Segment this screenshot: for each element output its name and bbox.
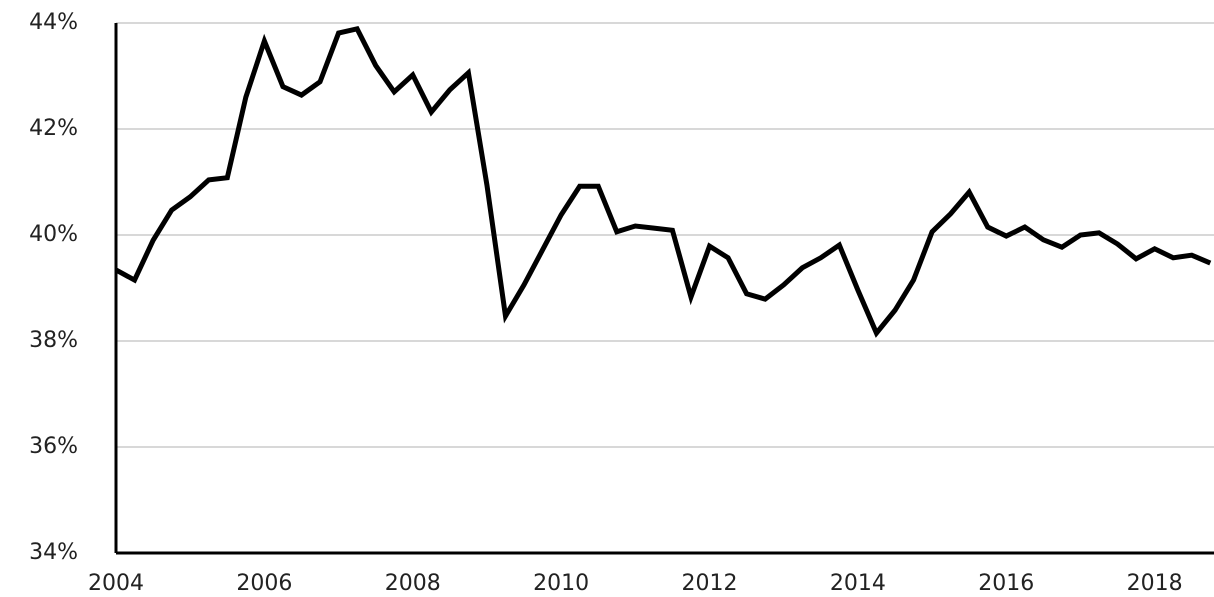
x-tick-label: 2018 [1127,571,1183,596]
x-tick-label: 2014 [830,571,886,596]
y-tick-label: 38% [29,328,78,353]
y-tick-label: 42% [29,116,78,141]
y-tick-label: 44% [29,10,78,35]
y-tick-label: 36% [29,434,78,459]
x-tick-label: 2006 [236,571,292,596]
data-line [114,25,1212,338]
x-tick-label: 2008 [385,571,441,596]
x-tick-label: 2012 [682,571,738,596]
x-tick-label: 2004 [88,571,144,596]
y-tick-label: 34% [29,540,78,565]
x-tick-label: 2016 [978,571,1034,596]
x-tick-label: 2010 [533,571,589,596]
y-tick-label: 40% [29,222,78,247]
